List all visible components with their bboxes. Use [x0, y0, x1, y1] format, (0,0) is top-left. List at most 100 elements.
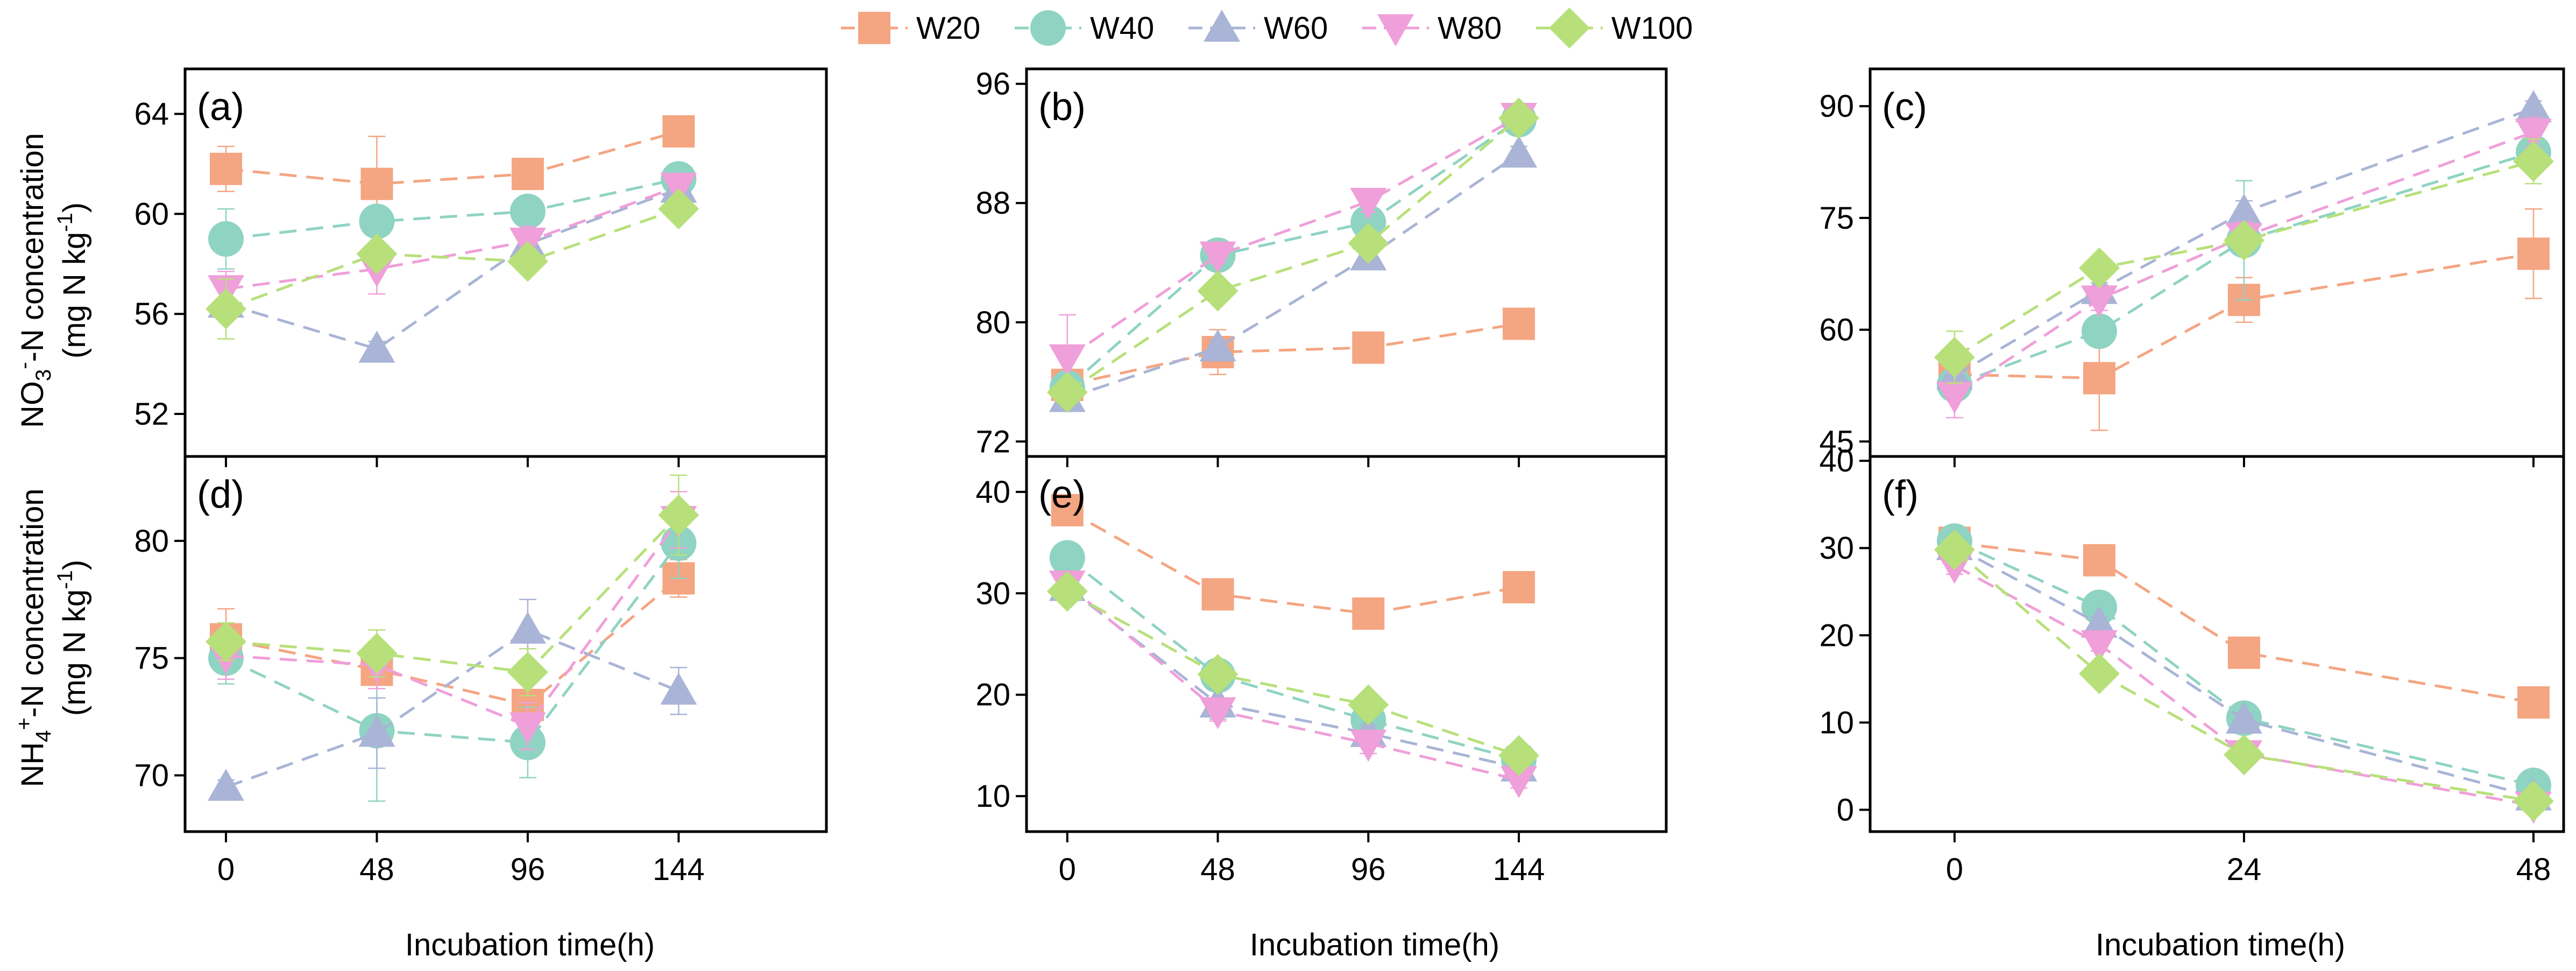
data-point [2225, 193, 2262, 226]
legend-label: W80 [1438, 11, 1502, 46]
series-w20 [1051, 494, 1535, 630]
series-line [1954, 252, 2534, 380]
panel-label: (f) [1882, 473, 1919, 516]
series-w20 [1938, 526, 2550, 719]
series-line [225, 177, 679, 241]
data-point [658, 494, 699, 536]
bottom-unit-post: ) [57, 560, 92, 570]
series-w60 [1049, 135, 1538, 412]
data-point [1352, 331, 1385, 364]
panel-label: (c) [1882, 86, 1927, 129]
data-point [1501, 766, 1538, 798]
series-line [225, 577, 680, 707]
series-w100 [1046, 97, 1540, 413]
bottom-ylabel-sub: 4 [32, 730, 55, 742]
y-tick-label: 40 [1819, 444, 1854, 479]
data-point [1934, 529, 1975, 571]
y-tick-label: 64 [134, 97, 169, 132]
x-tick-label: 24 [2227, 852, 2262, 887]
data-point [1348, 223, 1389, 264]
y-tick-label: 20 [975, 678, 1010, 713]
data-point [2078, 247, 2120, 289]
legend-label: W60 [1264, 11, 1328, 46]
data-point [1201, 578, 1234, 611]
legend-label: W40 [1090, 11, 1154, 46]
y-tick-label: 70 [134, 758, 169, 793]
series-w80 [1936, 552, 2552, 824]
series-line [1954, 107, 2534, 377]
x-tick-label: 96 [1351, 852, 1386, 887]
top-unit-sup: -1 [53, 213, 77, 232]
panel-label: (b) [1038, 86, 1086, 129]
series-line [225, 514, 680, 674]
data-point [2080, 285, 2118, 318]
data-point [660, 672, 697, 705]
data-point [2515, 90, 2552, 122]
series-line [1954, 131, 2534, 397]
data-point [2080, 630, 2118, 663]
data-point [1503, 307, 1535, 340]
panel-b: 72 80 88 96 (b) [975, 67, 1668, 467]
series-line [1066, 509, 1519, 615]
data-point [359, 203, 395, 240]
x-title-1: Incubation time(h) [405, 927, 655, 962]
legend-item-w80: W80 [1362, 11, 1502, 46]
data-point [507, 651, 548, 693]
top-ylabel-rest: -N concentration [15, 133, 50, 362]
plot-frame [1025, 455, 1668, 833]
y-tick-label: 75 [1819, 201, 1854, 236]
plot-frame [1869, 455, 2565, 833]
legend-marker [858, 12, 890, 44]
data-point [1049, 344, 1086, 377]
series-w80 [207, 491, 697, 750]
x-title-3: Incubation time(h) [2096, 927, 2345, 962]
legend: W20 W40 W60 W80 W100 [841, 8, 1693, 48]
data-point [356, 233, 398, 275]
y-tick-label: 56 [134, 297, 169, 332]
data-point [1498, 97, 1540, 139]
series-w80 [207, 172, 697, 307]
series-line [225, 187, 680, 350]
series-w100 [1934, 529, 2554, 822]
y-tick-label: 80 [975, 305, 1010, 340]
data-point [2227, 636, 2260, 669]
x-titles: Incubation time(h) Incubation time(h) In… [405, 927, 2345, 962]
y-tick-label: 96 [975, 67, 1010, 102]
panel-a: 52 56 60 64 (a) [134, 67, 828, 467]
top-row-ylabel: NO3--N concentration [12, 133, 55, 428]
data-point [2223, 220, 2264, 261]
series-line [1954, 160, 2534, 358]
x-tick-label: 0 [217, 852, 235, 887]
panel-label: (a) [197, 86, 244, 129]
panel-label: (e) [1038, 473, 1086, 516]
series-w100 [205, 188, 699, 340]
data-point [509, 193, 546, 229]
data-point [2083, 544, 2115, 576]
data-point [2080, 606, 2118, 638]
data-point [1350, 729, 1387, 762]
series-w100 [205, 474, 699, 696]
series-w80 [1049, 570, 1538, 798]
plot-frame [1025, 67, 1668, 458]
data-point [2517, 686, 2550, 719]
data-point [2081, 313, 2117, 349]
data-point [511, 158, 544, 191]
series-line [1954, 541, 2534, 704]
bottom-ylabel-sup: + [12, 717, 36, 730]
bottom-ylabel-rest: -N concentration [15, 489, 50, 718]
plot-frame [183, 67, 828, 458]
x-tick-label: 96 [511, 852, 546, 887]
y-tick-label: 75 [134, 641, 169, 676]
legend-label: W20 [916, 11, 980, 46]
series-line [1954, 548, 2534, 803]
data-point [1051, 494, 1084, 526]
bottom-unit-sup: -1 [53, 570, 77, 589]
data-point [662, 115, 695, 148]
series-line [1954, 564, 2534, 807]
series-w40 [208, 161, 697, 270]
data-point [1199, 697, 1236, 729]
data-point [205, 288, 246, 329]
data-point [1199, 329, 1236, 362]
series-w40 [1049, 102, 1537, 406]
data-point [509, 712, 546, 744]
